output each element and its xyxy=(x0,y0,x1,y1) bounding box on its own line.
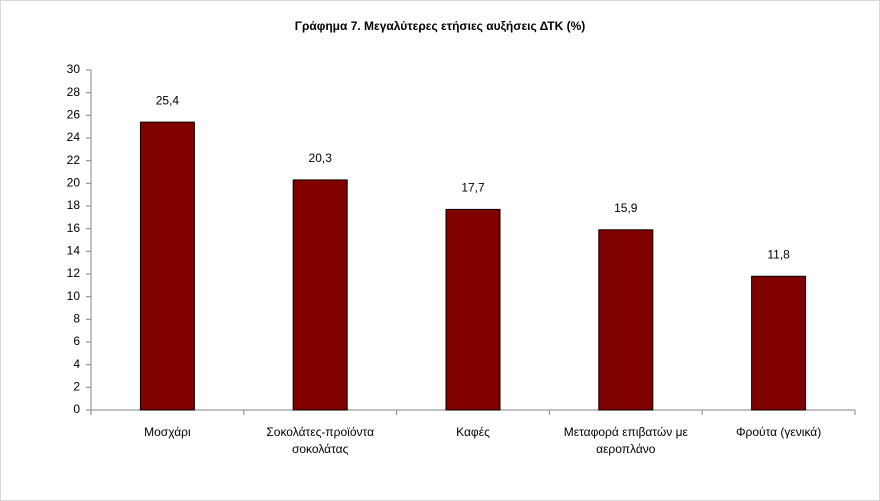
data-label: 15,9 xyxy=(614,201,638,215)
x-tick-label: Καφές xyxy=(456,425,490,439)
bar xyxy=(139,121,195,411)
bar xyxy=(445,208,501,411)
y-tick-label: 16 xyxy=(67,221,81,235)
x-tick-label: Μοσχάρι xyxy=(144,425,191,439)
y-tick-label: 22 xyxy=(67,153,81,167)
data-label: 20,3 xyxy=(309,151,333,165)
x-tick-label: Μεταφορά επιβατών με αεροπλάνο xyxy=(563,425,688,456)
data-label: 11,8 xyxy=(767,247,790,261)
x-tick-label: Φρούτα (γενικά) xyxy=(735,425,822,439)
y-tick-label: 26 xyxy=(67,108,81,122)
y-tick-label: 14 xyxy=(67,244,81,258)
y-tick-label: 30 xyxy=(67,62,81,76)
y-tick-label: 28 xyxy=(67,85,81,99)
y-tick-label: 10 xyxy=(67,289,81,303)
y-tick-label: 12 xyxy=(67,266,81,280)
y-tick-label: 0 xyxy=(73,402,80,416)
y-tick-label: 4 xyxy=(73,357,80,371)
y-tick-label: 2 xyxy=(73,380,80,394)
y-tick-label: 20 xyxy=(67,176,81,190)
x-tick-label: Σοκολάτες-προϊόντα σοκολάτας xyxy=(266,425,375,456)
y-tick-label: 6 xyxy=(73,334,80,348)
chart-title: Γράφημα 7. Μεγαλύτερες ετήσιες αυξήσεις … xyxy=(295,19,586,33)
data-label: 17,7 xyxy=(461,181,485,195)
y-tick-label: 8 xyxy=(73,312,80,326)
y-tick-label: 18 xyxy=(67,198,81,212)
bar xyxy=(751,275,807,411)
bar xyxy=(598,229,654,411)
data-label: 25,4 xyxy=(156,93,180,107)
bar xyxy=(292,179,348,411)
y-tick-label: 24 xyxy=(67,130,81,144)
